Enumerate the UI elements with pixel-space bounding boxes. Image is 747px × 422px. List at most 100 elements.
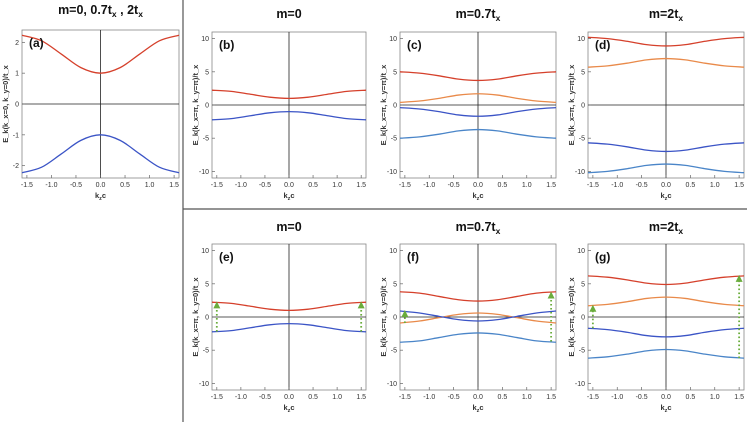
- x-tick-label: 1.5: [356, 182, 366, 189]
- y-tick-label: -5: [391, 348, 397, 355]
- y-axis-label: E_k(k_x=π, k_y=π)/t_x: [567, 64, 576, 146]
- series-line-blue: [211, 322, 367, 333]
- text-part: k: [660, 403, 665, 412]
- text-part: z: [99, 196, 102, 202]
- x-tick-label: -1.0: [611, 394, 623, 401]
- y-tick-label: 0: [15, 102, 19, 109]
- y-tick-label: -10: [575, 381, 585, 388]
- series-line-blue: [587, 142, 745, 153]
- y-tick-label: 5: [205, 281, 209, 288]
- panel-title: m=0: [276, 220, 301, 234]
- text-part: c: [290, 403, 294, 412]
- y-tick-label: 1: [15, 71, 19, 78]
- text-part: c: [290, 191, 294, 200]
- x-tick-label: -0.5: [636, 394, 648, 401]
- x-tick-label: 1.0: [522, 182, 532, 189]
- series-line-orange: [399, 93, 557, 103]
- panel-d: -1.5 -1.0 -0.5 0.0 0.5 1.0 1.5 -10 -5 0 5 10 (d) m=2t…: [567, 7, 745, 202]
- y-tick-label: -10: [387, 169, 397, 176]
- text-part: k: [472, 191, 477, 200]
- x-tick-label: -0.5: [70, 182, 82, 189]
- y-tick-label: 0: [205, 103, 209, 110]
- panel-label: (c): [407, 38, 422, 52]
- x-tick-label: 0.0: [284, 182, 294, 189]
- x-tick-label: -1.0: [45, 182, 57, 189]
- x-axis-label: kzc: [472, 191, 483, 202]
- text-part: c: [479, 403, 483, 412]
- panel-title: m=2tx: [649, 220, 684, 236]
- y-tick-label: 0: [393, 103, 397, 110]
- x-tick-label: 1.5: [546, 182, 556, 189]
- y-tick-label: 5: [205, 69, 209, 76]
- series-line-red: [587, 36, 745, 47]
- text-part: x: [678, 226, 683, 236]
- transition-arrow-head: [735, 274, 743, 282]
- series-line-red: [587, 275, 745, 286]
- y-tick-label: 0: [581, 103, 585, 110]
- text-part: m=0: [276, 7, 301, 21]
- panel-title: m=2tx: [649, 7, 684, 23]
- transition-arrow-head: [589, 304, 597, 312]
- x-tick-label: 1.0: [710, 394, 720, 401]
- x-tick-label: 1.0: [522, 394, 532, 401]
- text-part: c: [102, 191, 106, 200]
- text-part: k: [283, 191, 288, 200]
- x-tick-label: 1.5: [169, 182, 179, 189]
- text-part: z: [288, 408, 291, 414]
- text-part: m=0: [276, 220, 301, 234]
- text-part: x: [112, 9, 117, 19]
- y-tick-label: -10: [387, 381, 397, 388]
- x-tick-label: 1.5: [546, 394, 556, 401]
- y-tick-label: -1: [13, 132, 19, 139]
- y-tick-label: -5: [391, 136, 397, 143]
- text-part: x: [138, 9, 143, 19]
- transition-arrow-head: [213, 301, 221, 309]
- y-axis-label: E_k(k_x=π, k_y=0)/t_x: [567, 277, 576, 357]
- text-part: , 2t: [117, 3, 139, 17]
- text-part: z: [288, 196, 291, 202]
- text-part: z: [477, 196, 480, 202]
- panel-title: m=0.7tx: [456, 220, 501, 236]
- panel-b: -1.5 -1.0 -0.5 0.0 0.5 1.0 1.5 -10 -5 0 5 10 (b) m=0 k…: [191, 7, 367, 202]
- y-tick-label: 10: [201, 248, 209, 255]
- x-axis-label: kzc: [283, 403, 294, 414]
- y-tick-label: 5: [581, 69, 585, 76]
- x-tick-label: -0.5: [448, 182, 460, 189]
- x-axis-label: kzc: [95, 191, 106, 202]
- y-tick-label: -5: [579, 136, 585, 143]
- y-tick-label: 0: [393, 315, 397, 322]
- x-tick-label: 0.5: [686, 394, 696, 401]
- x-tick-label: 1.0: [710, 182, 720, 189]
- series-line-red: [21, 34, 180, 74]
- x-tick-label: -1.5: [399, 182, 411, 189]
- x-tick-label: -1.5: [399, 394, 411, 401]
- text-part: c: [479, 191, 483, 200]
- x-tick-label: 1.5: [356, 394, 366, 401]
- x-tick-label: -1.0: [235, 182, 247, 189]
- y-tick-label: 5: [393, 281, 397, 288]
- text-part: z: [665, 408, 668, 414]
- series-line-lightblue: [587, 163, 745, 174]
- y-tick-label: -5: [579, 348, 585, 355]
- x-tick-label: -1.0: [611, 182, 623, 189]
- series-line-blue: [399, 310, 557, 322]
- x-tick-label: 0.0: [661, 394, 671, 401]
- x-tick-label: -1.5: [587, 394, 599, 401]
- x-tick-label: 0.5: [498, 394, 508, 401]
- x-tick-label: 0.0: [473, 182, 483, 189]
- y-axis-label: E_k(k_x=π, k_y=π)/t_x: [379, 64, 388, 146]
- panel-e: -1.5 -1.0 -0.5 0.0 0.5 1.0 1.5 -10 -5 0 5 10 (e) m=0 k…: [191, 220, 367, 414]
- x-tick-label: 0.5: [308, 394, 318, 401]
- panel-c: -1.5 -1.0 -0.5 0.0 0.5 1.0 1.5 -10 -5 0 5 10 (c) m=0.…: [379, 7, 557, 202]
- x-tick-label: 1.0: [145, 182, 155, 189]
- x-axis-label: kzc: [660, 403, 671, 414]
- transition-arrow-head: [547, 291, 555, 299]
- series-line-red: [399, 291, 557, 302]
- series-line-blue: [587, 327, 745, 338]
- x-tick-label: -0.5: [259, 394, 271, 401]
- text-part: z: [477, 408, 480, 414]
- x-tick-label: -1.0: [423, 394, 435, 401]
- panel-title: m=0.7tx: [456, 7, 501, 23]
- y-tick-label: 5: [393, 69, 397, 76]
- x-tick-label: 0.0: [661, 182, 671, 189]
